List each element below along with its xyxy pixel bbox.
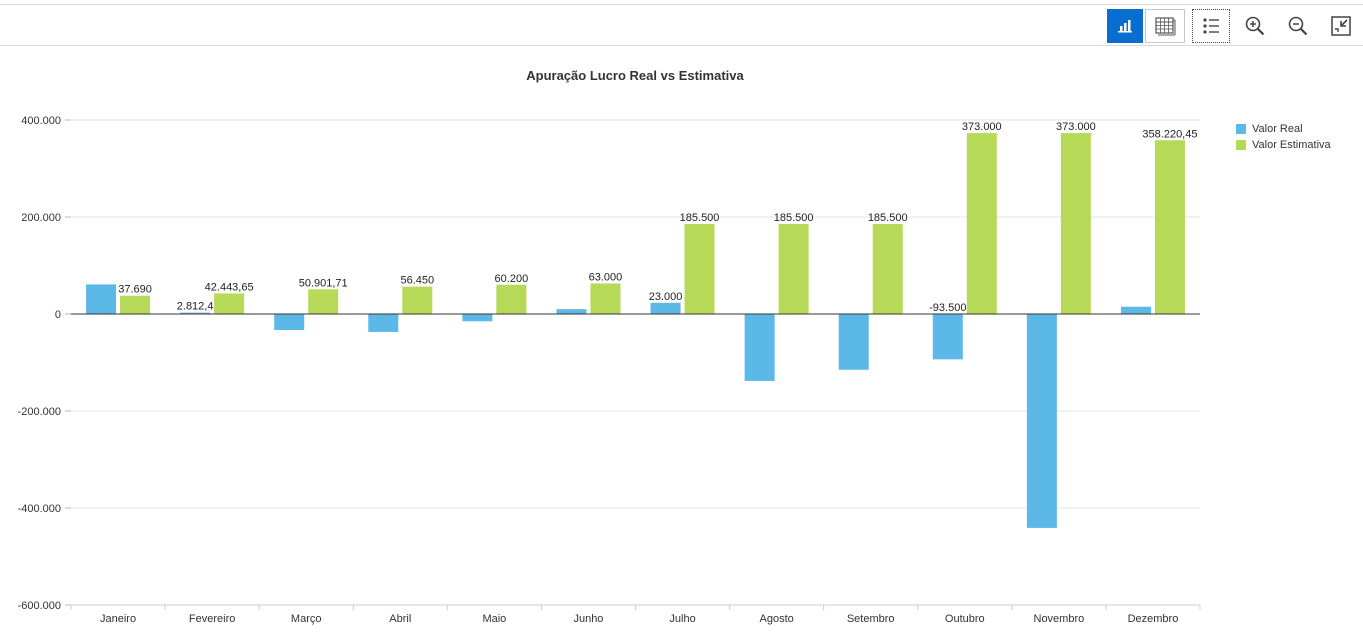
y-tick-label: -400.000: [18, 503, 61, 515]
bar-valor-estimativa[interactable]: [120, 295, 151, 314]
bar-valor-real[interactable]: [650, 302, 681, 314]
fit-screen-icon: [1331, 16, 1351, 36]
x-tick-label: Janeiro: [100, 613, 136, 625]
zoom-out-button[interactable]: [1280, 9, 1316, 43]
bar-valor-real[interactable]: [1026, 314, 1057, 528]
data-label: 23.000: [649, 291, 683, 303]
data-label: 185.500: [774, 212, 814, 224]
bar-valor-estimativa[interactable]: [966, 133, 997, 314]
data-label: 2.812,4: [177, 301, 214, 313]
data-label: -93.500: [929, 302, 966, 314]
zoom-out-icon: [1288, 16, 1308, 36]
bar-valor-estimativa[interactable]: [684, 224, 715, 314]
data-label: 37.690: [118, 284, 152, 296]
bar-valor-real[interactable]: [838, 314, 869, 370]
legend-toggle-button[interactable]: [1192, 9, 1230, 43]
x-tick-label: Setembro: [847, 613, 895, 625]
chart-legend: Valor Real Valor Estimativa: [1236, 121, 1331, 153]
x-tick-label: Abril: [389, 613, 411, 625]
bar-valor-real[interactable]: [368, 314, 399, 332]
bar-valor-estimativa[interactable]: [778, 224, 809, 314]
bar-valor-real[interactable]: [462, 314, 493, 322]
bar-valor-estimativa[interactable]: [872, 224, 903, 314]
bar-chart-icon: [1118, 20, 1132, 33]
bar-valor-real[interactable]: [744, 314, 775, 381]
legend-item-valor-real[interactable]: Valor Real: [1236, 121, 1331, 137]
x-tick-label: Julho: [669, 613, 695, 625]
data-label: 63.000: [589, 271, 623, 283]
x-tick-label: Dezembro: [1128, 613, 1179, 625]
data-label: 358.220,45: [1142, 128, 1197, 140]
zoom-in-icon: [1245, 16, 1265, 36]
data-label: 50.901,71: [299, 277, 348, 289]
legend-label: Valor Estimativa: [1252, 139, 1331, 151]
data-label: 185.500: [868, 212, 908, 224]
legend-icon: [1203, 18, 1219, 34]
bar-valor-estimativa[interactable]: [590, 283, 621, 314]
x-tick-label: Fevereiro: [189, 613, 235, 625]
fit-screen-button[interactable]: [1323, 9, 1359, 43]
zoom-in-button[interactable]: [1237, 9, 1273, 43]
data-label: 373.000: [1056, 121, 1096, 133]
data-label: 373.000: [962, 121, 1002, 133]
y-tick-label: 400.000: [21, 115, 61, 127]
bar-valor-estimativa[interactable]: [496, 284, 527, 314]
legend-swatch-valor-real: [1236, 124, 1246, 134]
data-label: 42.443,65: [205, 281, 254, 293]
y-tick-label: -600.000: [18, 600, 61, 612]
bar-valor-real[interactable]: [86, 284, 117, 314]
data-label: 56.450: [400, 275, 434, 287]
x-tick-label: Junho: [573, 613, 603, 625]
bar-valor-real[interactable]: [932, 314, 963, 360]
legend-swatch-valor-estimativa: [1236, 140, 1246, 150]
bar-valor-estimativa[interactable]: [402, 286, 433, 314]
x-tick-label: Março: [291, 613, 322, 625]
bar-valor-real[interactable]: [274, 314, 305, 331]
x-tick-label: Outubro: [945, 613, 985, 625]
x-tick-label: Novembro: [1034, 613, 1085, 625]
chart-toolbar: [0, 4, 1363, 46]
bar-valor-real[interactable]: [180, 312, 211, 314]
bar-valor-estimativa[interactable]: [214, 293, 245, 314]
bar-chart: Apuração Lucro Real vs Estimativa 37.690…: [18, 68, 1201, 625]
bar-valor-estimativa[interactable]: [1154, 140, 1185, 314]
bar-valor-estimativa[interactable]: [308, 289, 339, 314]
x-tick-label: Maio: [482, 613, 506, 625]
table-icon: [1155, 17, 1176, 36]
y-tick-label: 0: [55, 309, 61, 321]
data-label: 60.200: [495, 273, 529, 285]
legend-item-valor-estimativa[interactable]: Valor Estimativa: [1236, 137, 1331, 153]
data-label: 185.500: [680, 212, 720, 224]
bar-valor-estimativa[interactable]: [1060, 133, 1091, 314]
bar-valor-real[interactable]: [556, 309, 587, 314]
legend-label: Valor Real: [1252, 123, 1303, 135]
bar-valor-real[interactable]: [1120, 306, 1151, 314]
table-view-button[interactable]: [1145, 9, 1185, 43]
x-tick-label: Agosto: [760, 613, 794, 625]
y-tick-label: -200.000: [18, 406, 61, 418]
y-tick-label: 200.000: [21, 212, 61, 224]
chart-view-button[interactable]: [1107, 9, 1143, 43]
chart-title: Apuração Lucro Real vs Estimativa: [526, 68, 744, 83]
